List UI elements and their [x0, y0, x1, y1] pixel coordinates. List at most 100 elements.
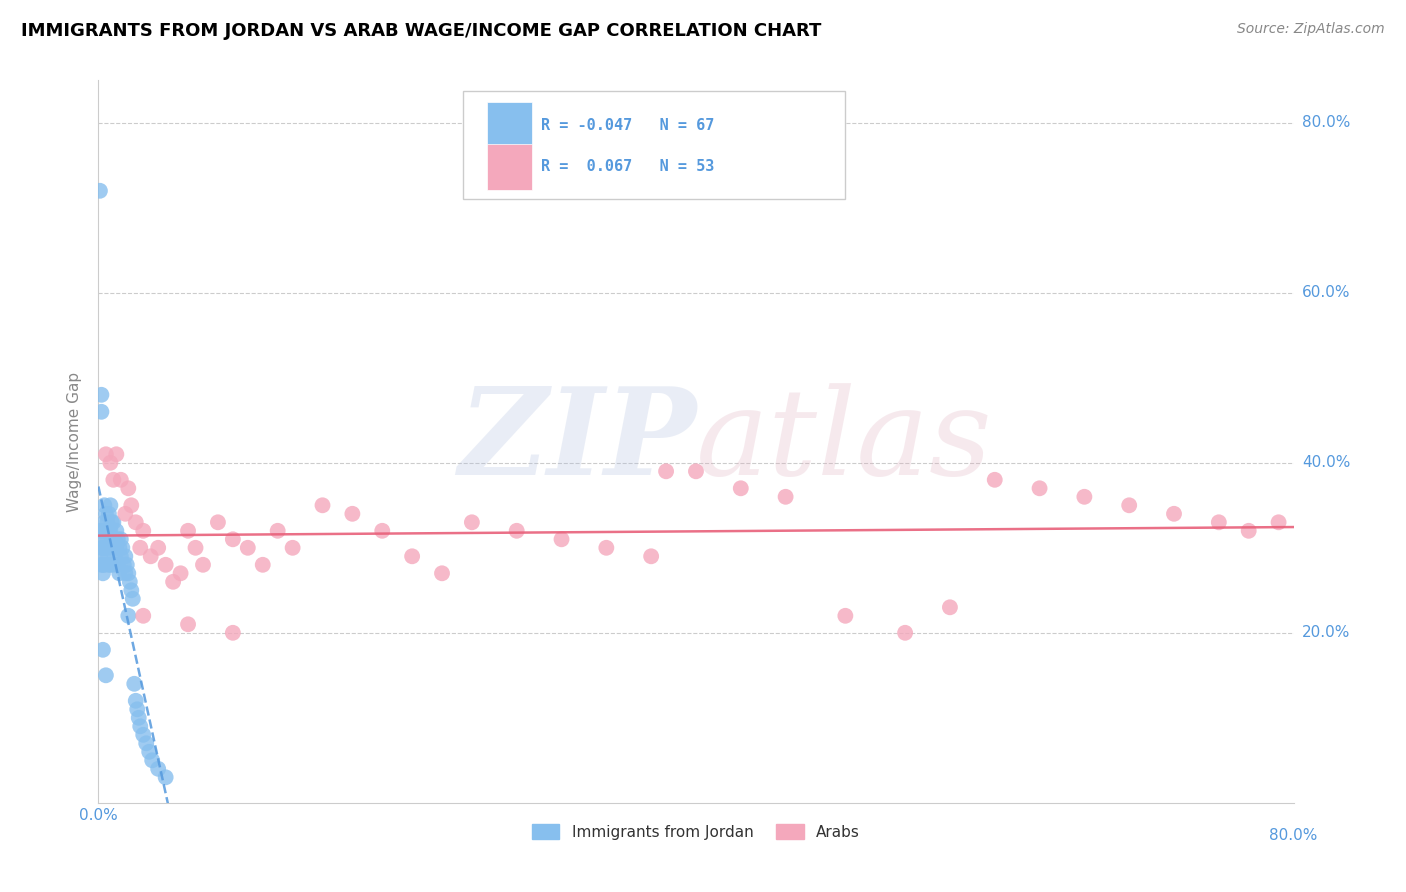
Point: [1267, 516, 1289, 530]
Point: [94, 541, 117, 555]
Point: [342, 507, 364, 521]
Point: [117, 481, 139, 495]
Point: [939, 600, 962, 615]
Point: [110, 473, 132, 487]
Text: 60.0%: 60.0%: [1302, 285, 1350, 301]
Point: [148, 762, 170, 776]
Point: [117, 608, 139, 623]
Point: [91, 541, 114, 555]
Point: [89, 184, 111, 198]
Point: [430, 566, 453, 581]
Point: [93, 558, 115, 572]
Point: [128, 711, 150, 725]
Point: [461, 516, 484, 530]
Point: [129, 719, 152, 733]
Point: [1163, 507, 1185, 521]
Point: [98, 456, 122, 470]
Point: [139, 549, 162, 564]
Text: IMMIGRANTS FROM JORDAN VS ARAB WAGE/INCOME GAP CORRELATION CHART: IMMIGRANTS FROM JORDAN VS ARAB WAGE/INCO…: [21, 22, 821, 40]
Point: [107, 533, 129, 547]
Text: 80.0%: 80.0%: [1270, 828, 1317, 843]
Point: [132, 524, 155, 538]
Point: [236, 541, 259, 555]
Point: [105, 524, 128, 538]
Point: [127, 702, 149, 716]
Point: [118, 574, 141, 589]
Text: 80.0%: 80.0%: [1302, 115, 1350, 130]
Point: [177, 524, 200, 538]
Point: [98, 558, 122, 572]
Point: [111, 541, 134, 555]
Text: R = -0.047   N = 67: R = -0.047 N = 67: [541, 119, 714, 133]
Text: ZIP: ZIP: [458, 383, 696, 500]
Point: [98, 498, 122, 512]
Point: [91, 558, 114, 572]
Point: [96, 549, 118, 564]
Point: [89, 524, 111, 538]
Text: Source: ZipAtlas.com: Source: ZipAtlas.com: [1237, 22, 1385, 37]
Point: [97, 507, 120, 521]
Point: [90, 405, 112, 419]
Point: [104, 549, 127, 564]
Point: [371, 524, 394, 538]
Point: [101, 533, 124, 547]
Point: [311, 498, 333, 512]
Point: [148, 541, 170, 555]
Point: [120, 498, 142, 512]
Point: [894, 625, 917, 640]
Y-axis label: Wage/Income Gap: Wage/Income Gap: [67, 371, 83, 512]
Point: [94, 447, 117, 461]
Point: [117, 566, 139, 581]
Point: [775, 490, 797, 504]
Point: [191, 558, 214, 572]
Point: [93, 541, 115, 555]
Point: [155, 558, 177, 572]
Point: [124, 677, 146, 691]
Point: [94, 524, 117, 538]
Point: [138, 745, 160, 759]
Point: [506, 524, 529, 538]
Point: [105, 447, 128, 461]
Point: [103, 558, 125, 572]
Point: [207, 516, 229, 530]
Legend: Immigrants from Jordan, Arabs: Immigrants from Jordan, Arabs: [526, 818, 866, 846]
Point: [984, 473, 1007, 487]
Text: R =  0.067   N = 53: R = 0.067 N = 53: [541, 160, 714, 175]
Point: [103, 516, 125, 530]
Point: [90, 541, 112, 555]
Point: [162, 574, 184, 589]
Point: [184, 541, 207, 555]
Point: [93, 498, 115, 512]
Point: [1073, 490, 1095, 504]
Point: [401, 549, 423, 564]
Point: [267, 524, 290, 538]
Point: [125, 516, 148, 530]
Point: [595, 541, 617, 555]
Point: [91, 524, 114, 538]
Point: [222, 533, 245, 547]
Point: [110, 533, 132, 547]
Point: [91, 566, 114, 581]
Point: [125, 694, 148, 708]
Point: [97, 558, 120, 572]
Point: [96, 516, 118, 530]
Point: [169, 566, 191, 581]
Point: [90, 388, 112, 402]
Point: [155, 770, 177, 784]
Text: atlas: atlas: [696, 383, 993, 500]
Point: [89, 549, 111, 564]
Point: [101, 516, 124, 530]
Point: [91, 642, 114, 657]
Point: [640, 549, 662, 564]
Point: [104, 533, 127, 547]
Point: [1237, 524, 1260, 538]
FancyBboxPatch shape: [463, 91, 845, 200]
Point: [834, 608, 856, 623]
Point: [121, 591, 143, 606]
Point: [222, 625, 245, 640]
FancyBboxPatch shape: [486, 144, 533, 191]
Point: [114, 549, 136, 564]
Point: [97, 541, 120, 555]
Point: [141, 753, 163, 767]
Point: [132, 728, 155, 742]
